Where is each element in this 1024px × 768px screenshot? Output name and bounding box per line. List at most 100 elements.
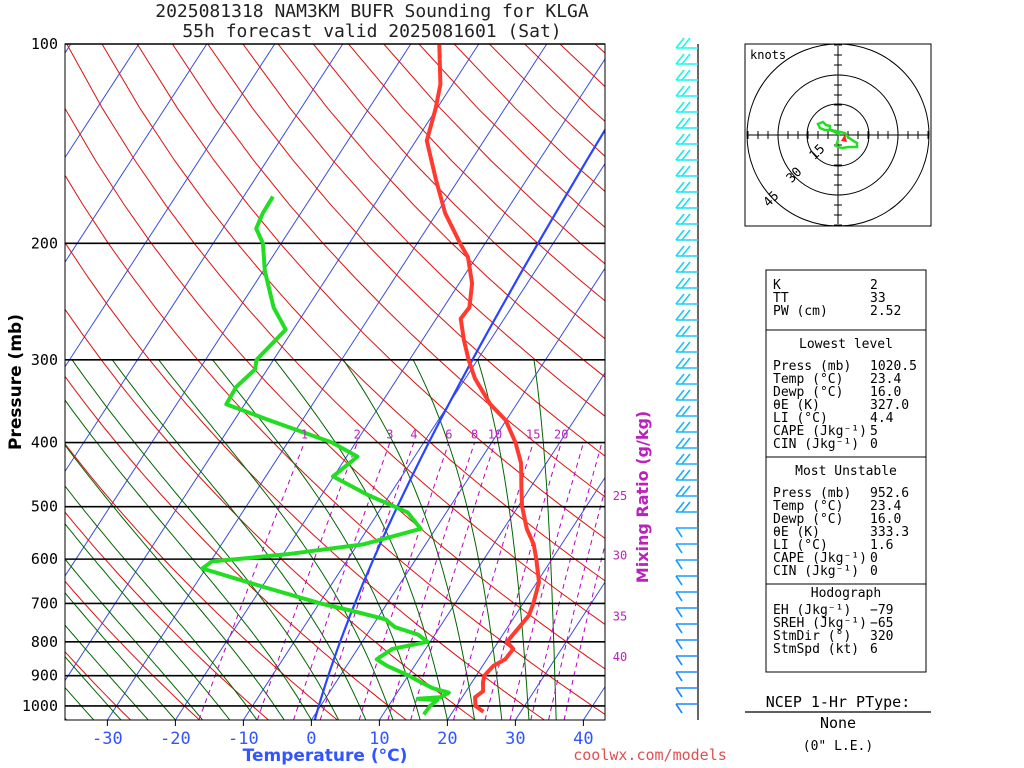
wind-barb bbox=[675, 421, 698, 433]
mixing-ratio-tick-15: 15 bbox=[526, 428, 540, 442]
param-value: −65 bbox=[870, 616, 893, 631]
wind-barb bbox=[675, 357, 698, 369]
mixing-ratio-line bbox=[387, 442, 476, 720]
pressure-tick-1000: 1000 bbox=[22, 697, 58, 715]
dry-adiabat bbox=[65, 107, 605, 670]
barb-flag bbox=[675, 133, 685, 145]
param-label: K bbox=[773, 278, 781, 293]
barb-flag bbox=[681, 133, 691, 145]
barb-flag bbox=[681, 149, 691, 161]
wind-barb bbox=[675, 293, 698, 305]
mixing-ratio-line bbox=[358, 442, 450, 720]
barb-flag bbox=[675, 671, 683, 682]
wind-barb bbox=[675, 101, 698, 113]
param-value: −79 bbox=[870, 603, 893, 618]
param-value: 0 bbox=[870, 437, 878, 452]
dry-adiabat bbox=[65, 375, 407, 720]
moist-adiabat bbox=[71, 359, 340, 720]
mixing-ratio-labels: 1 2 3 4 6 8 10 15 20 25 30 35 40 bbox=[301, 428, 627, 664]
temp-tick--30: -30 bbox=[92, 729, 123, 749]
barb-flag bbox=[681, 389, 691, 401]
barb-flag bbox=[681, 213, 691, 225]
barb-flag bbox=[675, 197, 685, 209]
wind-barb bbox=[675, 325, 698, 337]
param-value: 2 bbox=[870, 278, 878, 293]
barb-flag bbox=[675, 165, 685, 177]
storm-motion-marker bbox=[841, 134, 847, 142]
temp-tick-40: 40 bbox=[573, 729, 593, 749]
mixing-ratio-tick-4: 4 bbox=[410, 428, 417, 442]
wind-barb bbox=[675, 703, 698, 714]
barb-flag bbox=[675, 373, 685, 385]
barb-flag bbox=[675, 149, 685, 161]
barb-flag bbox=[675, 213, 685, 225]
mixing-ratio-tick-40: 40 bbox=[613, 650, 627, 664]
barb-flag bbox=[675, 229, 685, 241]
wind-barb bbox=[675, 687, 698, 698]
parcel-trace bbox=[313, 127, 605, 720]
barb-flag bbox=[681, 69, 691, 81]
pressure-tick-900: 900 bbox=[31, 667, 58, 685]
moist-adiabat bbox=[274, 359, 448, 720]
mixing-ratio-tick-1: 1 bbox=[301, 428, 308, 442]
mixing-ratio-tick-6: 6 bbox=[445, 428, 452, 442]
isotherm bbox=[310, 267, 605, 720]
wind-barb bbox=[675, 543, 698, 554]
isotherm bbox=[0, 44, 3, 720]
param-value: 0 bbox=[870, 551, 878, 566]
param-label: TT bbox=[773, 291, 789, 306]
param-label: θE (K) bbox=[773, 525, 820, 540]
temp-tick-20: 20 bbox=[437, 729, 457, 749]
wind-barb bbox=[675, 559, 698, 570]
barb-flag bbox=[681, 405, 691, 417]
barb-flag bbox=[675, 341, 685, 353]
param-value: 6 bbox=[870, 642, 878, 657]
mixing-ratio-tick-35: 35 bbox=[613, 609, 627, 623]
temperature-tick-labels: -30 -20 -10 0 10 20 30 40 bbox=[92, 720, 594, 749]
mixing-ratio-line bbox=[563, 542, 605, 720]
background-lines bbox=[0, 44, 605, 720]
moist-adiabat bbox=[533, 359, 557, 720]
dry-adiabat bbox=[65, 443, 338, 720]
mixing-ratio-tick-10: 10 bbox=[488, 428, 502, 442]
param-label: CAPE (Jkg⁻¹) bbox=[773, 551, 867, 566]
dry-adiabat bbox=[418, 44, 605, 228]
moist-adiabat bbox=[65, 523, 231, 720]
wind-barb bbox=[675, 133, 698, 145]
barb-flag bbox=[681, 197, 691, 209]
barb-flag bbox=[675, 85, 685, 97]
wind-barb bbox=[675, 117, 698, 129]
barb-flag bbox=[675, 101, 685, 113]
moist-adiabat bbox=[111, 359, 367, 720]
wind-barb bbox=[675, 229, 698, 241]
temp-tick-30: 30 bbox=[505, 729, 525, 749]
barb-flag bbox=[675, 325, 685, 337]
isotherm bbox=[514, 581, 605, 720]
wind-barb bbox=[675, 213, 698, 225]
param-label: θE (K) bbox=[773, 398, 820, 413]
wind-barb bbox=[675, 623, 698, 634]
param-value: 16.0 bbox=[870, 512, 901, 527]
mixing-ratio-line bbox=[410, 442, 496, 720]
barb-flag bbox=[681, 453, 691, 465]
mixing-ratio-tick-25: 25 bbox=[613, 489, 627, 503]
wind-barb bbox=[675, 69, 698, 81]
barb-flag bbox=[675, 607, 683, 618]
barb-flag bbox=[675, 117, 685, 129]
barb-flag bbox=[681, 165, 691, 177]
pressure-tick-400: 400 bbox=[31, 434, 58, 452]
wind-barb bbox=[675, 453, 698, 465]
param-value: 23.4 bbox=[870, 499, 901, 514]
barb-flag bbox=[675, 575, 683, 586]
barb-flag bbox=[675, 655, 683, 666]
isotherm bbox=[65, 44, 208, 264]
barb-flag bbox=[681, 357, 691, 369]
barb-flag bbox=[675, 453, 685, 465]
param-label: Temp (°C) bbox=[773, 499, 843, 514]
barb-flag bbox=[675, 485, 685, 497]
barb-flag bbox=[681, 501, 691, 513]
barb-flag bbox=[675, 623, 683, 634]
barb-flag bbox=[681, 325, 691, 337]
moist-adiabat bbox=[65, 655, 122, 720]
